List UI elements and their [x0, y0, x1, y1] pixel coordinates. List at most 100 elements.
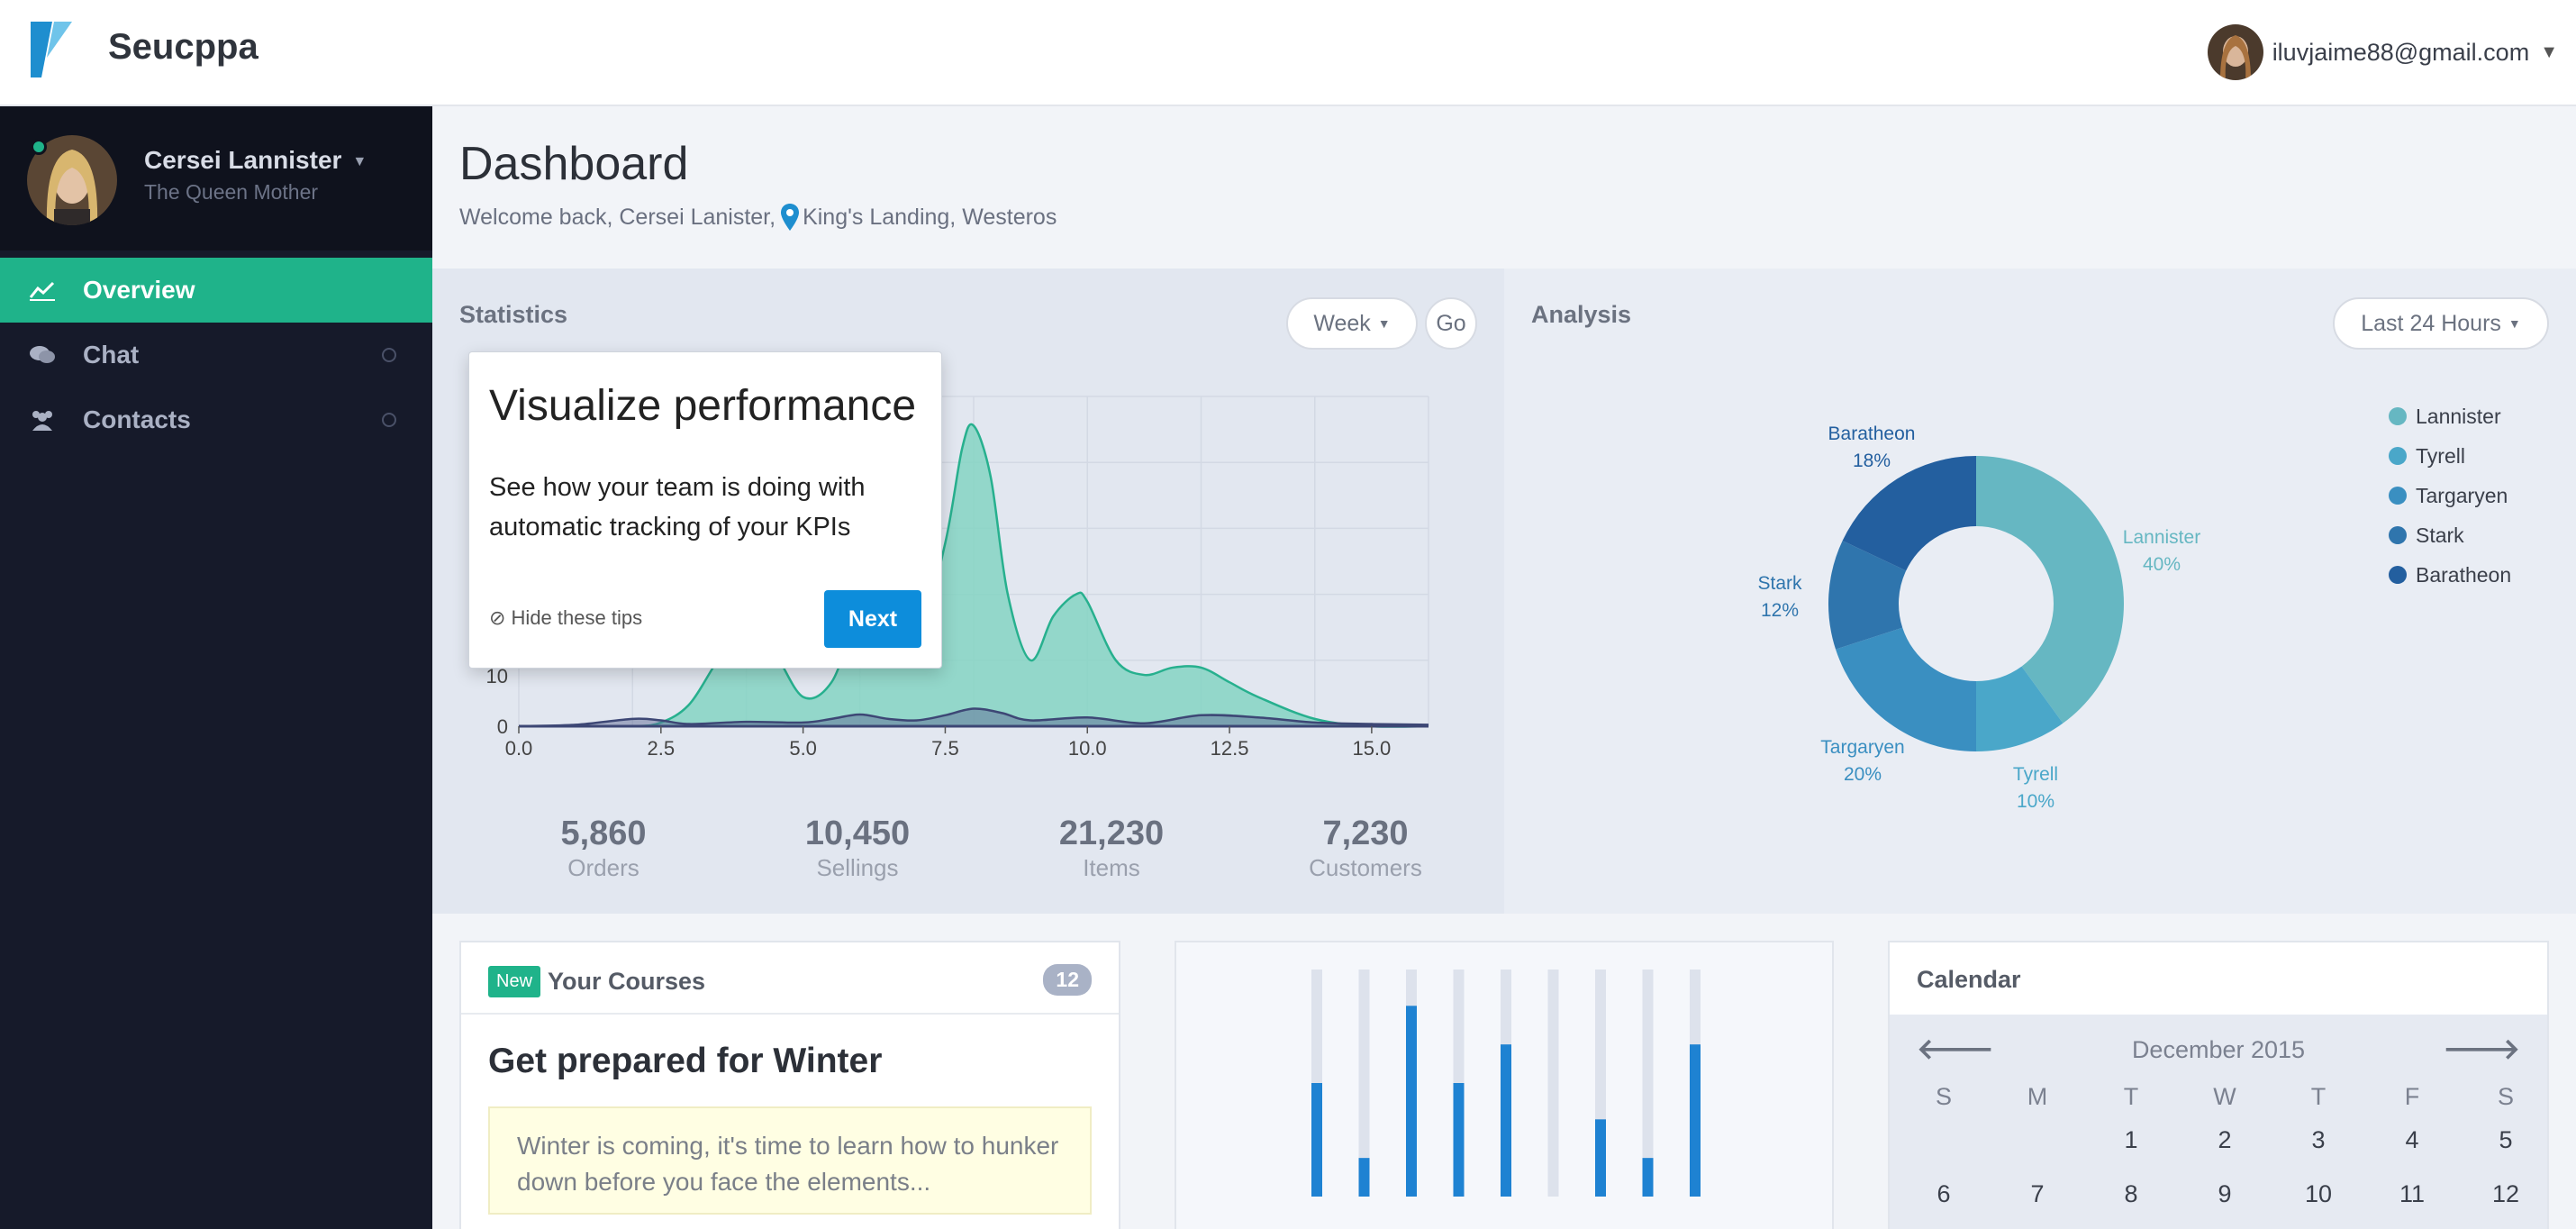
user-menu[interactable]: iluvjaime88@gmail.com ▼: [2207, 23, 2558, 81]
calendar-day[interactable]: 5: [2499, 1126, 2513, 1153]
calendar-day[interactable]: 9: [2218, 1180, 2232, 1207]
mini-bar-chart: [1311, 970, 1701, 1197]
go-button[interactable]: Go: [1425, 297, 1477, 350]
calendar-day[interactable]: 1: [2124, 1126, 2138, 1153]
weekday-label: S: [2497, 1083, 2514, 1110]
brand-logo-icon[interactable]: [31, 22, 79, 79]
weekday-label: F: [2404, 1083, 2420, 1110]
stat-items-value: 21,230: [1058, 815, 1165, 852]
profile-name[interactable]: Cersei Lannister ▼: [144, 146, 367, 175]
bar: [1501, 1044, 1511, 1197]
weekday-label: M: [2027, 1083, 2048, 1110]
calendar-day[interactable]: 6: [1937, 1180, 1951, 1207]
courses-card-header: [461, 942, 1119, 1015]
courses-card: New Your Courses 12 Get prepared for Win…: [459, 941, 1120, 1229]
bar: [1311, 1083, 1322, 1197]
sidebar-item-contacts[interactable]: Contacts: [0, 387, 432, 452]
chat-bubbles-icon: [29, 344, 83, 366]
weekday-label: W: [2213, 1083, 2236, 1110]
weekday-label: T: [2123, 1083, 2139, 1110]
bar: [1690, 1044, 1701, 1197]
chevron-down-icon[interactable]: ▼: [352, 153, 367, 169]
calendar-day[interactable]: 10: [2304, 1180, 2333, 1207]
profile-avatar[interactable]: [27, 135, 117, 225]
slice-label: Targaryen 20%: [1820, 737, 1904, 785]
sidebar-item-label: Chat: [83, 341, 140, 369]
next-button[interactable]: Next: [824, 590, 921, 648]
calendar-day[interactable]: 4: [2405, 1126, 2419, 1153]
page-title: Dashboard: [459, 138, 689, 190]
analysis-title: Analysis: [1531, 301, 1632, 328]
tip-body: See how your team is doing with automati…: [489, 473, 866, 542]
calendar-day[interactable]: 8: [2124, 1180, 2138, 1207]
slice-label-value: 12%: [1761, 600, 1799, 621]
course-heading[interactable]: Get prepared for Winter: [488, 1042, 883, 1080]
tip-popover: Visualize performance See how your team …: [468, 351, 942, 669]
calendar-body: 🡐 December 2015 🡒 S M T W T F S 1 2 3 4 5 6 7 8 9 10 11 12: [1890, 1015, 2547, 1229]
course-note: Winter is coming, it's time to learn how…: [488, 1106, 1092, 1215]
slice-label-value: 20%: [1844, 764, 1882, 785]
y-tick-label: 0: [497, 715, 508, 738]
time-range-value: Last 24 Hours: [2361, 310, 2501, 336]
calendar-day[interactable]: 11: [2399, 1180, 2426, 1207]
welcome-text: Welcome back, Cersei Lanister,: [459, 204, 776, 230]
hide-tips-link[interactable]: ⊘ Hide these tips: [489, 606, 642, 630]
stat-customers-value: 7,230: [1322, 815, 1409, 852]
stat-sellings-label: Sellings: [816, 854, 899, 881]
calendar-day[interactable]: 7: [2030, 1180, 2045, 1207]
courses-count-badge: 12: [1043, 964, 1092, 996]
sidebar-item-chat[interactable]: Chat: [0, 323, 432, 387]
slice-label: Lannister 40%: [2123, 527, 2200, 575]
welcome-line: Welcome back, Cersei Lanister, King's La…: [459, 204, 1057, 231]
chevron-down-icon: ▼: [1377, 316, 1391, 331]
calendar-day[interactable]: 2: [2218, 1126, 2232, 1153]
slice-label-name: Tyrell: [2013, 764, 2058, 785]
slice-label-name: Stark: [1757, 573, 1802, 594]
slice-label-name: Targaryen: [1820, 737, 1904, 758]
profile-name-text: Cersei Lannister: [144, 146, 342, 174]
bar-track: [1358, 970, 1370, 1197]
stat-sellings-value: 10,450: [804, 815, 911, 852]
range-select[interactable]: Week ▼: [1286, 297, 1418, 350]
bar-track: [1547, 970, 1559, 1197]
chevron-down-icon[interactable]: ▼: [2540, 41, 2558, 62]
top-bar: Seucppa iluvjaime88@gmail.com ▼: [0, 0, 2576, 106]
stat-orders-label: Orders: [567, 854, 639, 881]
user-email[interactable]: iluvjaime88@gmail.com: [2272, 38, 2530, 66]
sidebar: Cersei Lannister ▼ The Queen Mother Overv…: [0, 106, 432, 1229]
brand-name[interactable]: Seucppa: [108, 27, 259, 67]
legend-swatch: [2389, 566, 2407, 584]
legend-label: Tyrell: [2416, 444, 2465, 468]
slice-label: Tyrell 10%: [2013, 764, 2058, 812]
arrow-left-icon[interactable]: 🡐: [1917, 1033, 1994, 1065]
chevron-down-icon: ▼: [2508, 316, 2521, 331]
user-avatar[interactable]: [2207, 24, 2263, 80]
courses-header: New Your Courses: [488, 966, 705, 997]
users-icon: [29, 409, 83, 431]
stat-customers-label: Customers: [1309, 854, 1422, 881]
location-text: King's Landing, Westeros: [803, 204, 1057, 230]
analysis-panel: Analysis Last 24 Hours ▼ Lannister 40% Tyr…: [1504, 269, 2576, 914]
x-tick-label: 7.5: [931, 737, 959, 760]
slice-label-value: 40%: [2143, 554, 2181, 575]
calendar-day[interactable]: 3: [2311, 1126, 2326, 1153]
sidebar-profile[interactable]: Cersei Lannister ▼ The Queen Mother: [0, 106, 432, 250]
stat-orders-value: 5,860: [560, 815, 647, 852]
x-tick-label: 10.0: [1068, 737, 1107, 760]
weekday-label: S: [1935, 1083, 1952, 1110]
x-tick-label: 15.0: [1352, 737, 1391, 760]
calendar-day[interactable]: 12: [2491, 1180, 2520, 1207]
pie-slice-lannister: [1976, 456, 2124, 724]
series-line-1: [518, 707, 1429, 728]
bar: [1358, 1158, 1370, 1197]
calendar-month: December 2015: [2131, 1036, 2306, 1063]
time-range-select[interactable]: Last 24 Hours ▼: [2333, 297, 2549, 350]
legend-swatch: [2389, 526, 2407, 544]
courses-title: Your Courses: [548, 968, 706, 995]
series-area-1: [519, 708, 1429, 726]
y-tick-label: 10: [486, 665, 508, 687]
slice-label-value: 10%: [2017, 791, 2054, 812]
ban-icon: ⊘: [489, 606, 512, 629]
sidebar-item-overview[interactable]: Overview: [0, 258, 432, 323]
arrow-right-icon[interactable]: 🡒: [2443, 1033, 2520, 1065]
